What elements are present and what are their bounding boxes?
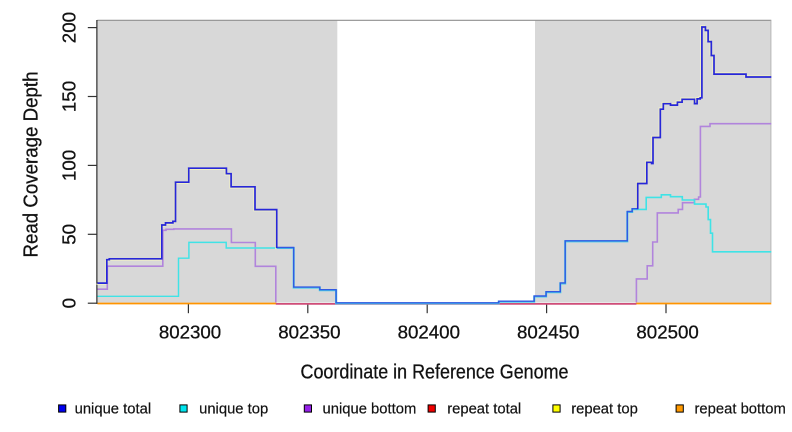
svg-text:802400: 802400 — [398, 321, 460, 342]
svg-text:100: 100 — [59, 150, 80, 181]
svg-text:repeat total: repeat total — [447, 402, 521, 418]
svg-text:unique top: unique top — [199, 402, 268, 418]
svg-text:Coordinate in Reference Genome: Coordinate in Reference Genome — [301, 362, 569, 384]
svg-text:200: 200 — [59, 12, 80, 43]
svg-text:Read Coverage Depth: Read Coverage Depth — [21, 72, 43, 258]
svg-text:802450: 802450 — [517, 321, 579, 342]
svg-text:repeat top: repeat top — [571, 402, 638, 418]
svg-text:150: 150 — [59, 81, 80, 112]
svg-text:0: 0 — [59, 298, 80, 308]
svg-text:repeat bottom: repeat bottom — [695, 402, 786, 418]
svg-text:unique bottom: unique bottom — [323, 402, 417, 418]
svg-text:802300: 802300 — [159, 321, 221, 342]
svg-text:802350: 802350 — [278, 321, 340, 342]
svg-text:unique total: unique total — [75, 402, 152, 418]
svg-text:50: 50 — [59, 224, 80, 245]
svg-text:802500: 802500 — [636, 321, 698, 342]
